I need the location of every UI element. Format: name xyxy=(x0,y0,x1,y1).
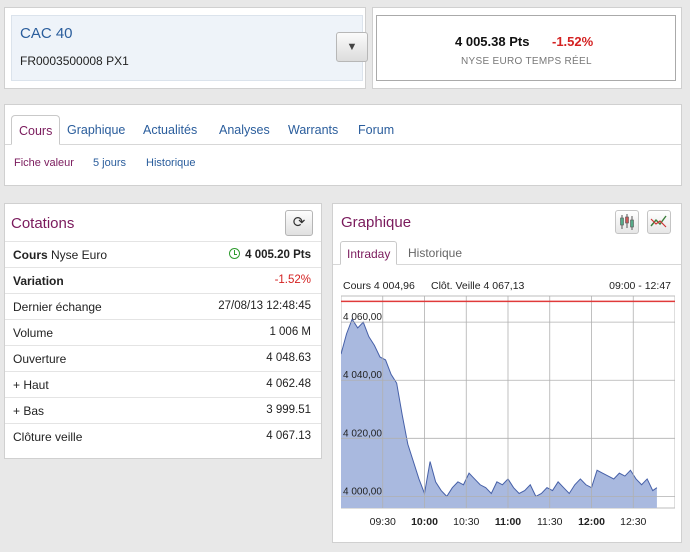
quote-label: Variation xyxy=(13,274,64,288)
tab-actualites[interactable]: Actualités xyxy=(143,123,198,137)
candlestick-icon xyxy=(620,214,634,230)
quote-value: 3 999.51 xyxy=(266,404,311,416)
graph-info-cloture: Clôt. Veille 4 067,13 xyxy=(431,280,525,292)
quote-label: Dernier échange xyxy=(13,300,102,314)
x-tick-label: 10:30 xyxy=(453,516,479,528)
y-tick-label: 4 000,00 xyxy=(343,486,382,497)
quote-value: 4 067.13 xyxy=(266,430,311,442)
tab-forum[interactable]: Forum xyxy=(358,123,395,137)
quote-value: 4 005.20 Pts xyxy=(229,248,311,261)
y-tick-label: 4 060,00 xyxy=(343,312,382,323)
quote-row-volume: Volume 1 006 M xyxy=(5,319,321,345)
x-tick-label: 12:30 xyxy=(620,516,646,528)
y-tick-label: 4 040,00 xyxy=(343,370,382,381)
graph-title: Graphique xyxy=(341,214,412,231)
x-tick-label: 11:30 xyxy=(537,516,563,528)
quote-value: 4 062.48 xyxy=(266,378,311,390)
quote-label: + Bas xyxy=(13,404,45,418)
cotations-panel: Cotations ⟳ Cours Nyse Euro 4 005.20 Pts… xyxy=(4,203,322,459)
price-line xyxy=(341,318,658,498)
quote-value: -1.52% xyxy=(274,274,311,286)
navigation-panel: Cours Graphique Actualités Analyses Warr… xyxy=(4,104,682,186)
graph-info-cours: Cours 4 004,96 xyxy=(343,280,415,292)
quote-label: Cours Nyse Euro xyxy=(13,248,108,262)
x-tick-label: 12:00 xyxy=(578,516,605,528)
y-tick-label: 4 020,00 xyxy=(343,428,382,439)
x-tick-label: 09:30 xyxy=(370,516,396,528)
instrument-dropdown-button[interactable]: ▼ xyxy=(336,32,368,62)
index-name: CAC 40 xyxy=(20,25,73,42)
x-tick-label: 11:00 xyxy=(495,516,521,528)
instrument-header: CAC 40 FR0003500008 PX1 ▼ xyxy=(4,7,368,89)
header-variation: -1.52% xyxy=(552,34,594,49)
tab-graphique[interactable]: Graphique xyxy=(67,123,126,137)
quote-label: Clôture veille xyxy=(13,430,83,444)
quote-row-ouverture: Ouverture 4 048.63 xyxy=(5,345,321,371)
subtab-fiche-valeur[interactable]: Fiche valeur xyxy=(14,157,74,169)
quote-row-dernier-echange: Dernier échange 27/08/13 12:48:45 xyxy=(5,293,321,319)
quote-row-cloture-veille: Clôture veille 4 067.13 xyxy=(5,423,321,449)
price-box: 4 005.38 Pts -1.52% NYSE EURO TEMPS RÉEL xyxy=(376,15,676,81)
quote-row-bas: + Bas 3 999.51 xyxy=(5,397,321,423)
header-source: NYSE EURO TEMPS RÉEL xyxy=(461,56,592,67)
price-area xyxy=(341,319,657,508)
indicator-chart-icon xyxy=(650,215,667,228)
index-isin: FR0003500008 PX1 xyxy=(20,54,129,68)
quote-row-cours: Cours Nyse Euro 4 005.20 Pts xyxy=(5,241,321,267)
price-header: 4 005.38 Pts -1.52% NYSE EURO TEMPS RÉEL xyxy=(372,7,682,89)
subtab-5-jours[interactable]: 5 jours xyxy=(93,157,127,169)
graph-tab-intraday[interactable]: Intraday xyxy=(340,241,398,265)
quote-row-variation: Variation -1.52% xyxy=(5,267,321,293)
tab-cours[interactable]: Cours xyxy=(11,115,61,145)
clock-icon xyxy=(229,248,241,259)
quote-value: 27/08/13 12:48:45 xyxy=(218,300,311,312)
graph-panel: Graphique Intraday Historique Cours 4 00… xyxy=(332,203,682,543)
indicator-button[interactable] xyxy=(647,210,671,234)
tab-divider xyxy=(5,144,681,145)
quote-row-haut: + Haut 4 062.48 xyxy=(5,371,321,397)
quote-value: 4 048.63 xyxy=(266,352,311,364)
intraday-chart[interactable]: 09:30 10:00 10:30 11:00 11:30 12:00 12:30 4 000… xyxy=(341,295,675,535)
refresh-button[interactable]: ⟳ xyxy=(285,210,313,236)
candlestick-button[interactable] xyxy=(615,210,639,234)
quote-label: + Haut xyxy=(13,378,49,392)
tab-warrants[interactable]: Warrants xyxy=(288,123,339,137)
header-price: 4 005.38 Pts xyxy=(455,34,530,49)
subtab-historique[interactable]: Historique xyxy=(146,157,196,169)
instrument-box: CAC 40 FR0003500008 PX1 ▼ xyxy=(11,15,368,81)
quote-label: Volume xyxy=(13,326,54,340)
triangle-down-icon: ▼ xyxy=(346,41,358,53)
graph-info-range: 09:00 - 12:47 xyxy=(609,280,671,292)
cotations-title: Cotations xyxy=(11,215,75,232)
refresh-icon: ⟳ xyxy=(292,214,306,231)
quote-value: 1 006 M xyxy=(269,326,311,338)
quote-label: Ouverture xyxy=(13,352,67,366)
graph-tab-divider xyxy=(333,264,681,265)
x-tick-label: 10:00 xyxy=(411,516,438,528)
tab-analyses[interactable]: Analyses xyxy=(219,123,270,137)
graph-tab-historique[interactable]: Historique xyxy=(408,246,463,260)
